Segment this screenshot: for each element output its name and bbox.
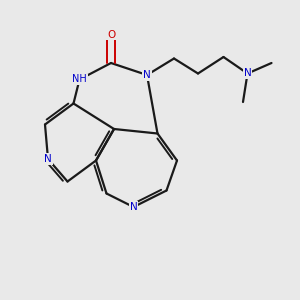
Text: N: N — [244, 68, 251, 79]
Text: N: N — [44, 154, 52, 164]
Text: O: O — [107, 29, 115, 40]
Text: N: N — [130, 202, 137, 212]
Text: NH: NH — [72, 74, 87, 85]
Text: N: N — [143, 70, 151, 80]
